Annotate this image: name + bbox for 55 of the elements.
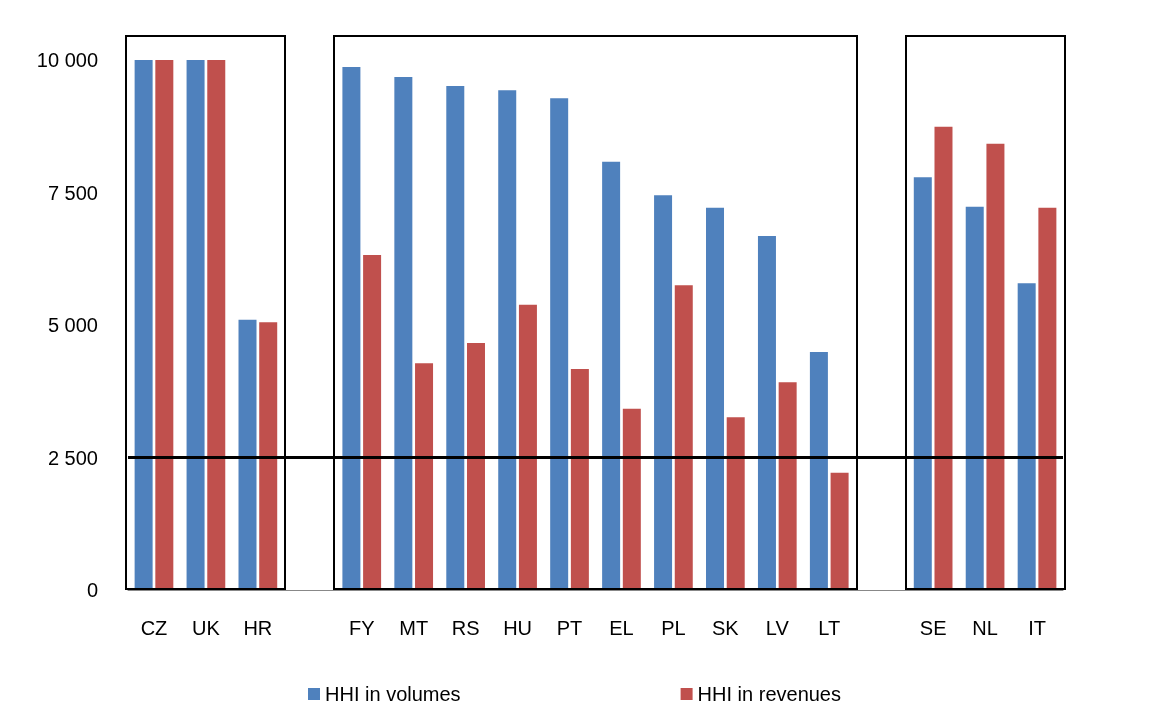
x-tick-label: UK: [192, 617, 221, 639]
bar: [394, 76, 413, 590]
x-tick-label: LT: [818, 617, 841, 639]
x-tick-label: CZ: [140, 617, 168, 639]
y-tick-label: 7 500: [47, 181, 98, 204]
bar: [757, 235, 776, 590]
bar: [466, 343, 485, 590]
legend-label: HHI in revenues: [697, 683, 841, 705]
bar: [415, 363, 434, 590]
x-tick-label: HR: [243, 617, 273, 639]
x-tick-label: PL: [661, 617, 686, 639]
bar: [934, 126, 953, 590]
bar: [809, 352, 828, 590]
bar: [134, 60, 153, 590]
bar: [186, 60, 205, 590]
bar: [207, 60, 226, 590]
legend-label: HHI in volumes: [325, 683, 461, 705]
bar: [238, 319, 257, 590]
x-tick-label: SK: [712, 617, 740, 639]
bar: [830, 472, 849, 590]
bar: [965, 206, 984, 590]
bar: [778, 382, 797, 590]
bar: [706, 207, 725, 590]
x-tick-label: PT: [556, 617, 583, 639]
bar: [570, 368, 589, 590]
bar: [550, 98, 569, 590]
x-tick-label: LV: [765, 617, 790, 639]
bar: [986, 143, 1005, 590]
bar: [726, 417, 745, 590]
y-tick-label: 0: [86, 579, 98, 601]
y-tick-label: 5 000: [47, 314, 98, 336]
x-tick-label: SE: [919, 617, 947, 639]
y-tick-label: 2 500: [47, 446, 98, 469]
bar: [518, 304, 537, 590]
x-tick-label: IT: [1028, 617, 1046, 639]
bar: [155, 60, 174, 590]
y-tick-label: 10 000: [36, 49, 98, 71]
bar: [259, 322, 278, 590]
bar: [446, 85, 465, 590]
x-tick-label: HU: [503, 617, 533, 639]
x-tick-label: FY: [348, 617, 375, 639]
bar: [913, 177, 932, 590]
x-tick-label: RS: [451, 617, 480, 639]
x-tick-label: NL: [972, 617, 998, 639]
bar: [363, 255, 382, 590]
bar: [622, 408, 641, 590]
bar: [674, 285, 693, 590]
bar: [1017, 283, 1036, 590]
x-tick-label: EL: [609, 617, 634, 639]
x-tick-label: MT: [399, 617, 429, 639]
bar: [342, 66, 361, 590]
bar: [602, 161, 621, 590]
bar: [498, 90, 517, 590]
bar: [1038, 207, 1057, 590]
bar: [654, 195, 673, 590]
